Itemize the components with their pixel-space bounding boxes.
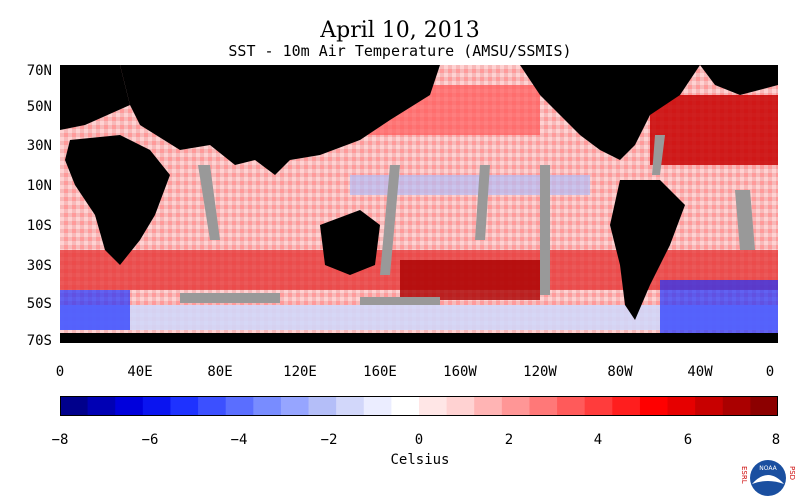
colorbar-segment (557, 396, 586, 416)
colorbar-label-neg6: −6 (141, 432, 159, 448)
warm-patch-north-atlantic (650, 95, 778, 165)
colorbar-label-6: 6 (683, 432, 693, 448)
colorbar-segment (115, 396, 144, 416)
cold-band-antarctic (60, 305, 778, 330)
lon-label-120e: 120E (283, 364, 317, 380)
colorbar-segment (198, 396, 227, 416)
colorbar-segment (87, 396, 116, 416)
colorbar-segment (639, 396, 669, 416)
colorbar-label-0: 0 (414, 432, 424, 448)
colorbar-segment (419, 396, 448, 416)
lat-label-50n: 50N (26, 99, 52, 115)
colorbar-segment (474, 396, 503, 416)
missing-data (180, 135, 755, 305)
lon-label-0-end: 0 (765, 364, 775, 380)
colorbar-segment (336, 396, 365, 416)
colorbar-segment (308, 396, 337, 416)
colorbar-segment (225, 396, 254, 416)
colorbar-segment (391, 396, 420, 416)
warm-patch-south-pacific (400, 260, 540, 300)
colorbar-segment (750, 396, 778, 416)
lon-label-120w: 120W (523, 364, 557, 380)
colorbar-label-2: 2 (504, 432, 514, 448)
lat-label-10n: 10N (26, 178, 52, 194)
colorbar-segment (280, 396, 310, 416)
lon-label-80e: 80E (207, 364, 233, 380)
colorbar-segment (142, 396, 171, 416)
map-title: April 10, 2013 (320, 18, 480, 43)
cool-band-equatorial (350, 175, 590, 195)
lon-label-160w: 160W (443, 364, 477, 380)
lon-label-40w: 40W (687, 364, 713, 380)
colorbar-segment (60, 396, 89, 416)
colorbar-segment (363, 396, 392, 416)
colorbar-label-neg8: −8 (51, 432, 69, 448)
lat-label-70s: 70S (26, 333, 52, 349)
colorbar-segment (695, 396, 724, 416)
lat-label-30s: 30S (26, 258, 52, 274)
colorbar-label-8: 8 (771, 432, 781, 448)
logo-right-text: PSD (788, 466, 796, 480)
colorbar-label-neg4: −4 (230, 432, 248, 448)
land (60, 65, 778, 343)
lat-label-70n: 70N (26, 63, 52, 79)
colorbar-segment (446, 396, 475, 416)
colorbar-border (60, 396, 778, 416)
lat-label-10s: 10S (26, 218, 52, 234)
cold-patch-southeast (660, 280, 778, 340)
colorbar-segment (253, 396, 282, 416)
lon-label-80w: 80W (607, 364, 633, 380)
colorbar-unit-label: Celsius (390, 452, 450, 468)
cold-patch-southwest (60, 290, 130, 330)
lon-label-0: 0 (55, 364, 65, 380)
colorbar-segment (501, 396, 530, 416)
colorbar-segment (667, 396, 696, 416)
colorbar-segment (170, 396, 199, 416)
colorbar-label-neg2: −2 (320, 432, 338, 448)
lat-label-50s: 50S (26, 296, 52, 312)
colorbar-segment (612, 396, 641, 416)
map-subtitle: SST - 10m Air Temperature (AMSU/SSMIS) (228, 42, 572, 60)
colorbar-segment (529, 396, 558, 416)
colorbar-label-4: 4 (593, 432, 603, 448)
noaa-esrl-psd-logo: ESRL NOAA PSD (740, 460, 796, 496)
logo-left-text: ESRL (740, 466, 748, 484)
colorbar (60, 396, 778, 416)
lon-label-40e: 40E (127, 364, 153, 380)
lon-label-160e: 160E (363, 364, 397, 380)
colorbar-segment (584, 396, 613, 416)
logo-center-text: NOAA (759, 465, 777, 472)
lat-label-30n: 30N (26, 138, 52, 154)
sst-anomaly-map (60, 65, 778, 343)
colorbar-segment (722, 396, 751, 416)
